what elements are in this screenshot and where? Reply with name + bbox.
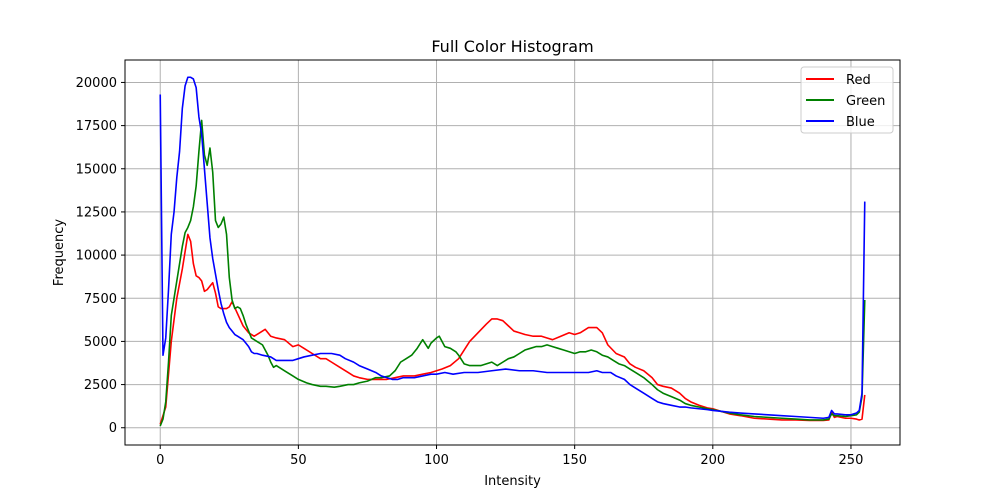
y-tick-label: 0 xyxy=(109,421,117,436)
y-tick-label: 7500 xyxy=(84,292,117,307)
y-tick-label: 2500 xyxy=(84,378,117,393)
legend-box xyxy=(800,66,894,134)
x-tick-label: 50 xyxy=(290,453,307,468)
grid xyxy=(125,60,900,445)
x-tick-label: 200 xyxy=(700,453,725,468)
series-line-green xyxy=(159,119,866,427)
y-tick-label: 17500 xyxy=(76,119,117,134)
y-axis-label: Frequency xyxy=(52,219,67,286)
x-tick-label: 250 xyxy=(839,453,864,468)
x-tick-label: 150 xyxy=(562,453,587,468)
legend-label-green: Green xyxy=(846,94,885,109)
axis-ticks: 0 50 100 150 200 2500250050007500100001250015… xyxy=(76,76,864,468)
y-tick-label: 10000 xyxy=(76,249,117,264)
y-tick-label: 12500 xyxy=(76,205,117,220)
x-axis-label: Intensity xyxy=(484,474,541,489)
x-tick-label: 0 xyxy=(156,453,164,468)
x-tick-label: 100 xyxy=(424,453,449,468)
y-tick-label: 5000 xyxy=(84,335,117,350)
plot-frame xyxy=(124,59,901,446)
y-tick-label: 15000 xyxy=(76,162,117,177)
series-line-blue xyxy=(159,76,866,420)
legend-label-blue: Blue xyxy=(846,115,875,130)
chart-title: Full Color Histogram xyxy=(431,37,593,56)
legend: Red Green Blue xyxy=(800,66,894,134)
y-tick-label: 20000 xyxy=(76,76,117,91)
legend-label-red: Red xyxy=(846,73,871,88)
series-lines xyxy=(159,76,866,427)
